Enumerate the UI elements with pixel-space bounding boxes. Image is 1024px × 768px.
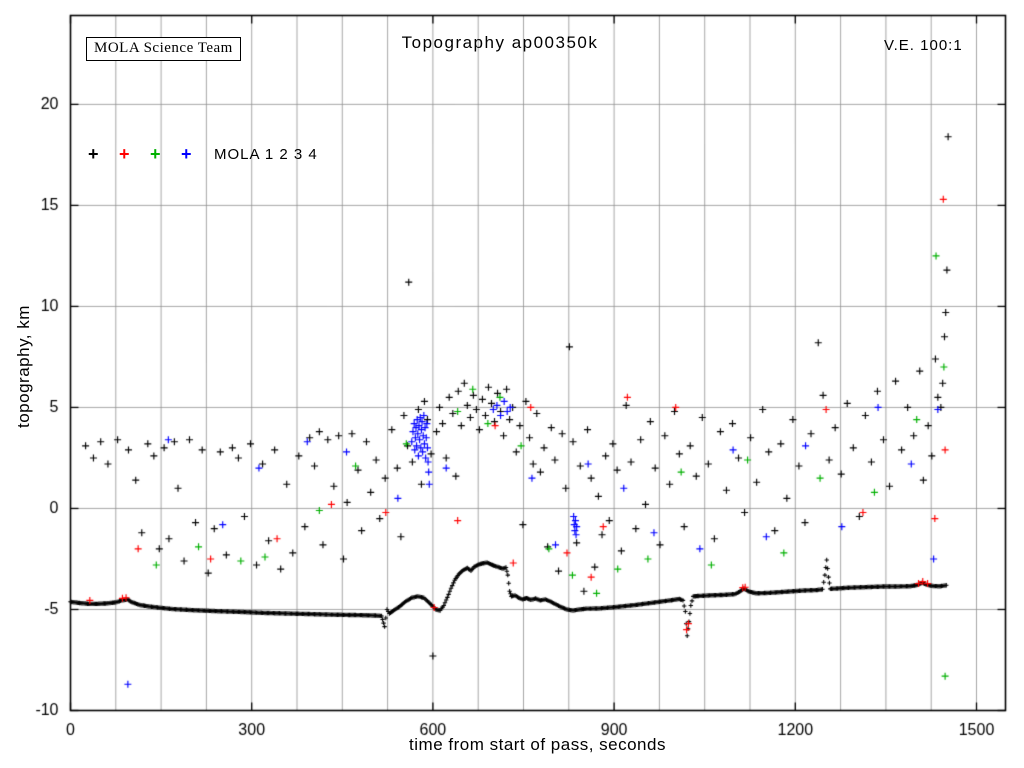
legend-marker-mola1-plus-icon: + (88, 144, 100, 164)
plot-title: Topography ap00350k (401, 33, 599, 52)
credit-text: MOLA Science Team (94, 40, 233, 56)
y-axis-label: topography, km (14, 305, 33, 428)
credit-box: MOLA Science Team (86, 37, 241, 61)
legend-marker-mola3-plus-icon: + (150, 144, 162, 164)
legend-label: MOLA 1 2 3 4 (214, 145, 318, 163)
legend-marker-mola4-plus-icon: + (181, 144, 193, 164)
legend-marker-mola2-plus-icon: + (119, 144, 131, 164)
x-axis-label: time from start of pass, seconds (409, 735, 666, 754)
vertical-exaggeration-label: V.E. 100:1 (884, 37, 963, 54)
legend: + + + + MOLA 1 2 3 4 (88, 145, 318, 163)
